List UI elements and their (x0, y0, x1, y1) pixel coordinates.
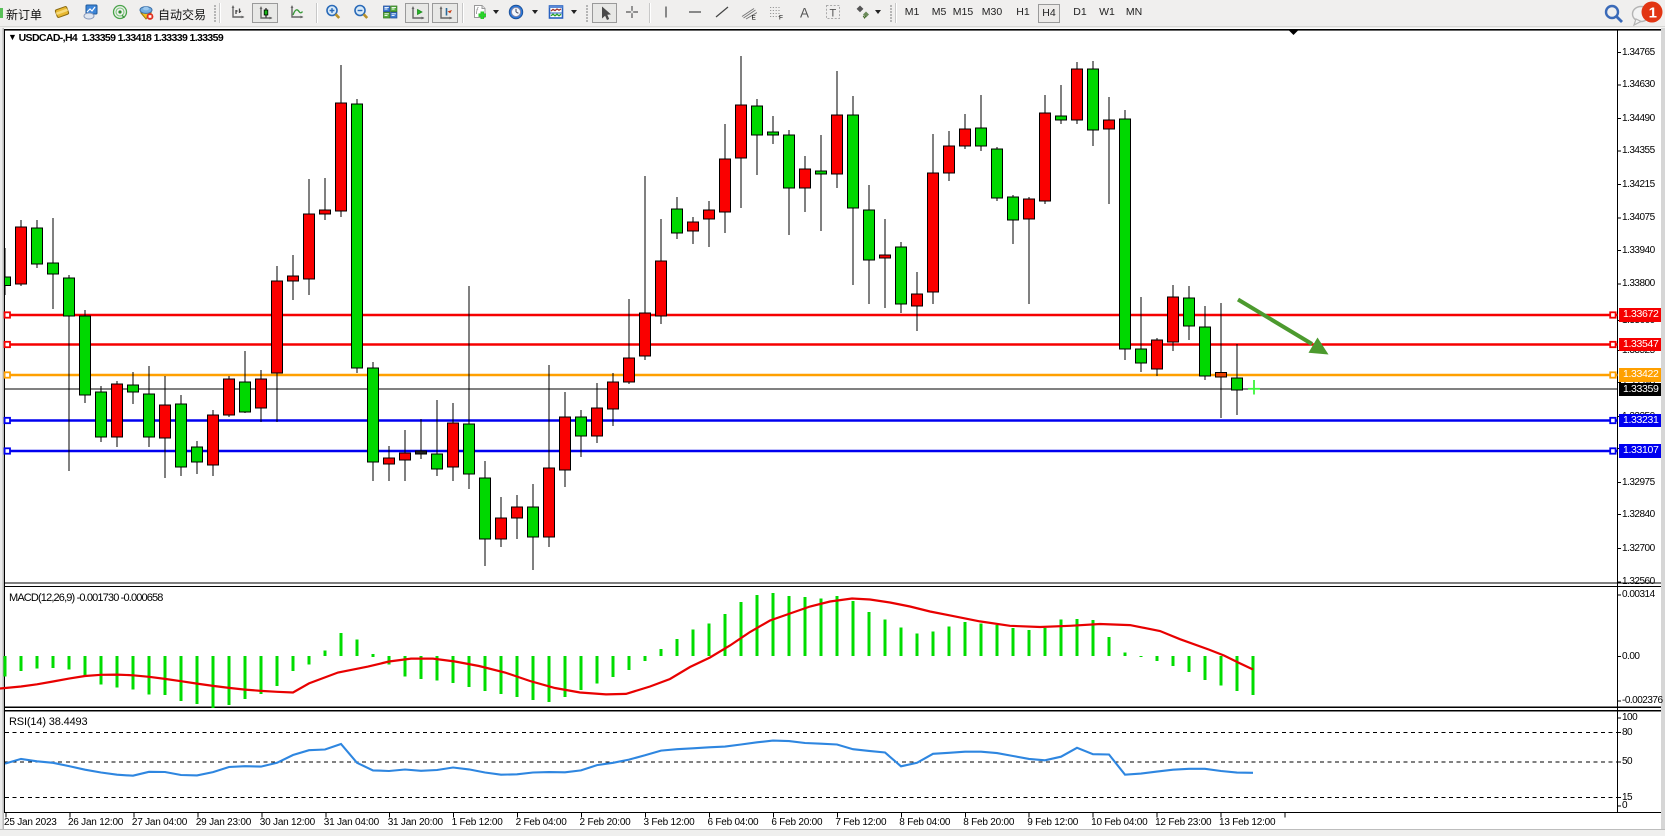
svg-text:F: F (779, 15, 783, 21)
svg-text:T: T (830, 8, 837, 20)
svg-text:E: E (752, 15, 757, 21)
svg-text:1: 1 (1649, 4, 1657, 21)
svg-text:A: A (800, 6, 809, 21)
svg-text:f: f (476, 7, 479, 15)
